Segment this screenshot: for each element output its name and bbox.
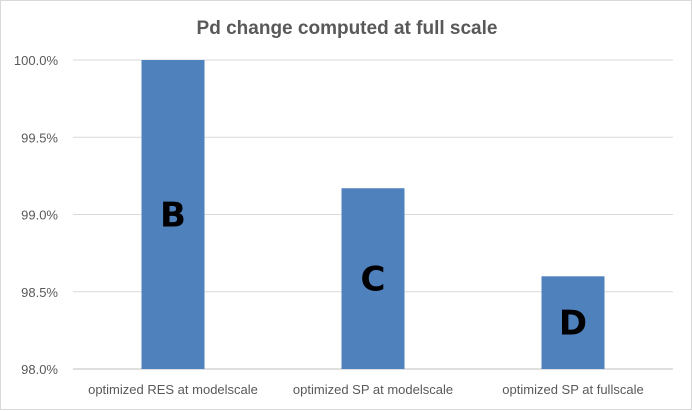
chart-title: Pd change computed at full scale — [197, 18, 498, 39]
x-category-label: optimized RES at modelscale — [88, 382, 258, 397]
y-tick-label: 99.5% — [21, 130, 58, 145]
y-tick-label: 100.0% — [14, 53, 59, 68]
y-axis-ticks: 98.0% 98.5% 99.0% 99.5% 100.0% — [14, 53, 59, 377]
bar-letter-label: C — [361, 260, 386, 300]
x-category-label: optimized SP at fullscale — [502, 382, 643, 397]
x-category-label: optimized SP at modelscale — [293, 382, 453, 397]
y-tick-label: 99.0% — [21, 208, 58, 223]
bar-2 — [541, 276, 605, 369]
bar-1 — [341, 188, 405, 369]
x-axis-categories: optimized RES at modelscale optimized SP … — [88, 382, 644, 397]
bar-labels: B C D — [160, 196, 587, 344]
bar-letter-label: D — [559, 304, 587, 344]
bar-0 — [141, 60, 205, 369]
bar-letter-label: B — [160, 196, 186, 236]
y-tick-label: 98.5% — [21, 285, 58, 300]
bars — [141, 60, 605, 369]
y-tick-label: 98.0% — [21, 362, 58, 377]
